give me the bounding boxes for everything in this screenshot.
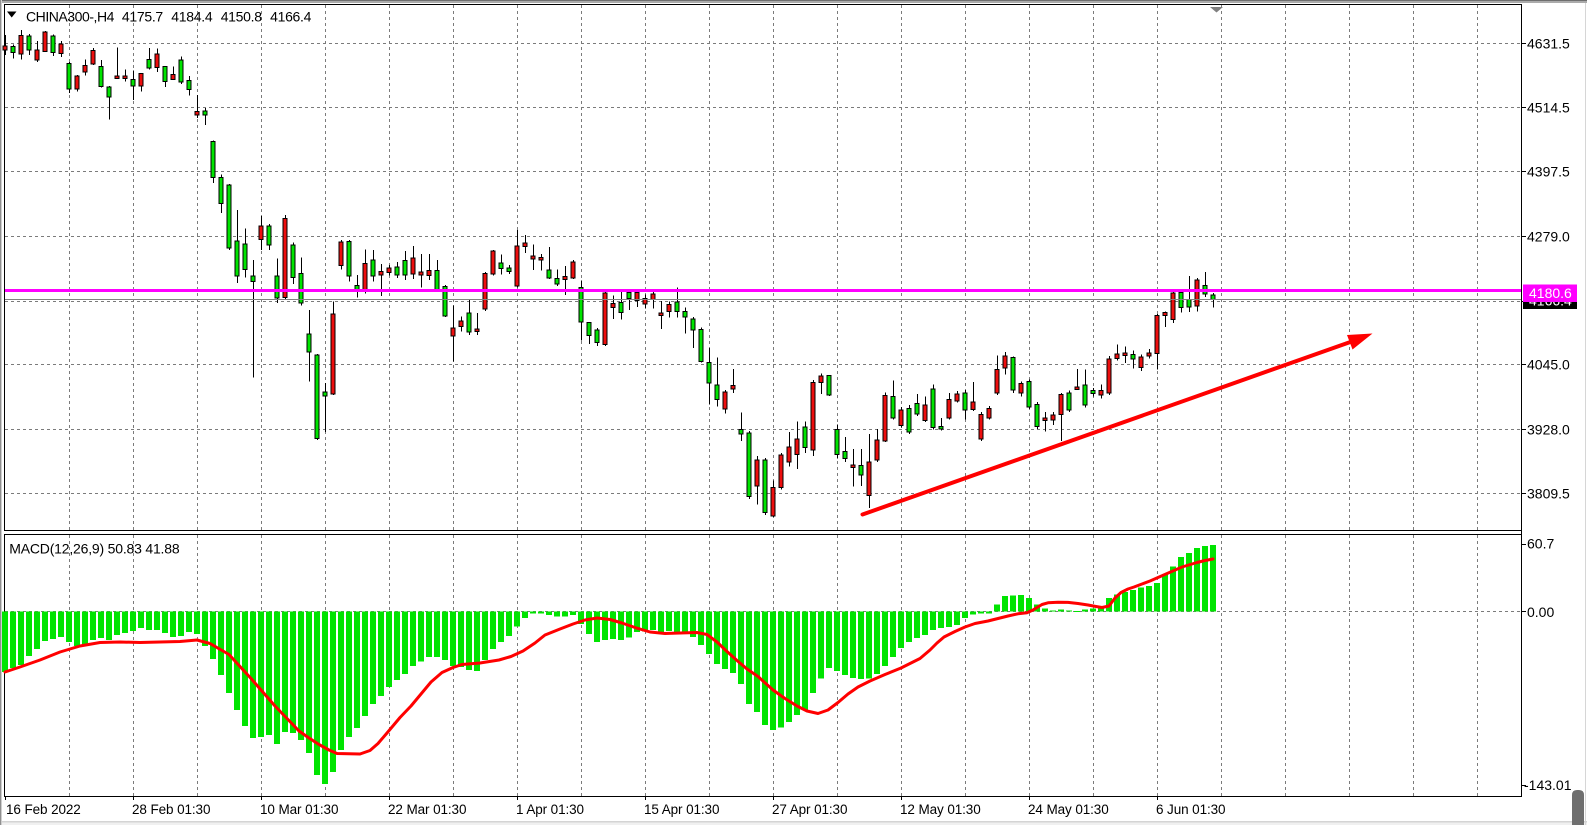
svg-text:6 Jun 01:30: 6 Jun 01:30	[1156, 802, 1225, 817]
svg-text:16 Feb 2022: 16 Feb 2022	[6, 802, 81, 817]
svg-text:4279.0: 4279.0	[1527, 229, 1570, 245]
svg-text:28 Feb 01:30: 28 Feb 01:30	[132, 802, 210, 817]
svg-text:60.7: 60.7	[1527, 536, 1554, 552]
svg-text:4397.5: 4397.5	[1527, 164, 1570, 180]
svg-text:4150.8: 4150.8	[221, 9, 263, 25]
svg-text:-143.01: -143.01	[1524, 777, 1572, 793]
svg-text:CHINA300-,H4: CHINA300-,H4	[26, 9, 115, 25]
svg-text:22 Mar 01:30: 22 Mar 01:30	[388, 802, 466, 817]
svg-text:3809.5: 3809.5	[1527, 486, 1570, 502]
svg-text:4514.5: 4514.5	[1527, 100, 1570, 116]
svg-text:4166.4: 4166.4	[270, 9, 312, 25]
svg-text:10 Mar 01:30: 10 Mar 01:30	[260, 802, 338, 817]
svg-text:4175.7: 4175.7	[122, 9, 164, 25]
svg-text:24 May 01:30: 24 May 01:30	[1028, 802, 1109, 817]
svg-text:12 May 01:30: 12 May 01:30	[900, 802, 981, 817]
svg-text:3928.0: 3928.0	[1527, 422, 1570, 438]
svg-text:MACD(12,26,9) 50.83 41.88: MACD(12,26,9) 50.83 41.88	[9, 541, 180, 557]
svg-text:15 Apr 01:30: 15 Apr 01:30	[644, 802, 719, 817]
svg-text:27 Apr 01:30: 27 Apr 01:30	[772, 802, 847, 817]
svg-text:0.00: 0.00	[1527, 604, 1554, 620]
svg-text:1 Apr 01:30: 1 Apr 01:30	[516, 802, 584, 817]
svg-text:4180.6: 4180.6	[1529, 285, 1572, 301]
svg-text:4631.5: 4631.5	[1527, 36, 1570, 52]
svg-text:4045.0: 4045.0	[1527, 357, 1570, 373]
svg-text:4184.4: 4184.4	[171, 9, 213, 25]
